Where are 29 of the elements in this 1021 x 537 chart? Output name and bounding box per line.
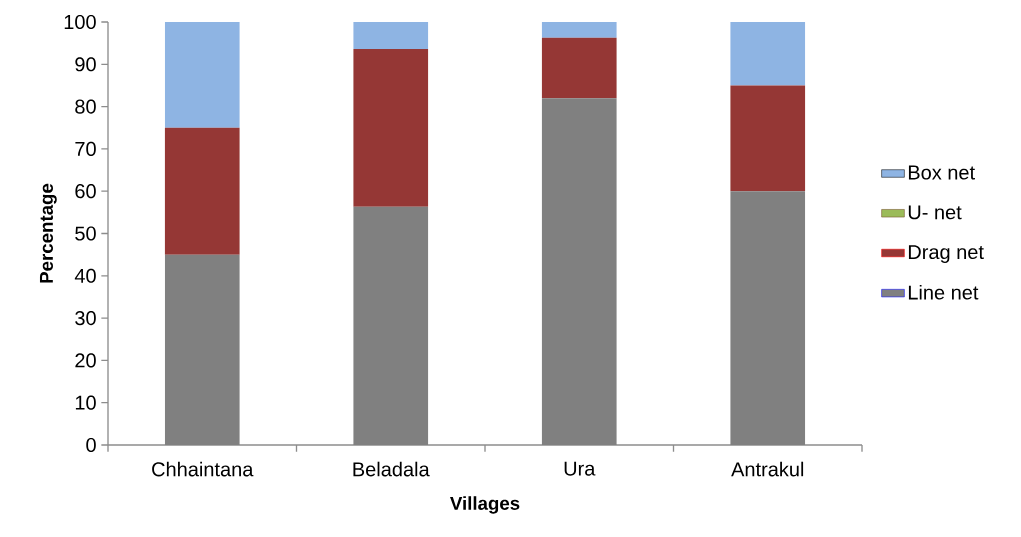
y-tick-label: 90 [75,57,96,72]
x-axis-title: Villages [450,496,520,514]
y-tick-label: 50 [75,226,96,241]
legend-label: Box net [908,165,975,180]
y-tick-label: 80 [75,99,96,114]
legend-label: Line net [908,284,979,300]
x-tick-label: Chhaintana [152,461,254,477]
bar [730,85,806,192]
y-tick-label: 40 [74,268,96,283]
y-axis-title: Percentage [39,183,57,283]
y-tick-label: 10 [75,395,96,410]
bar [164,127,240,255]
x-tick-label: Antrakul [731,461,804,477]
y-tick-label: 70 [75,141,96,156]
bar [541,37,617,99]
legend-label: Drag net [908,245,984,264]
y-tick-label: 0 [86,437,96,453]
y-tick-label: 20 [75,353,96,368]
bar [353,22,429,50]
bar [353,49,429,207]
x-tick-label: Ura [564,461,596,476]
bar [164,22,240,128]
bar [730,22,806,86]
bar [541,22,617,38]
y-tick-label: 100 [64,14,96,30]
x-tick-label: Beladala [353,461,430,477]
y-tick-label: 60 [75,184,96,199]
y-tick-label: 30 [75,311,96,326]
legend-label: U- net [908,205,962,220]
